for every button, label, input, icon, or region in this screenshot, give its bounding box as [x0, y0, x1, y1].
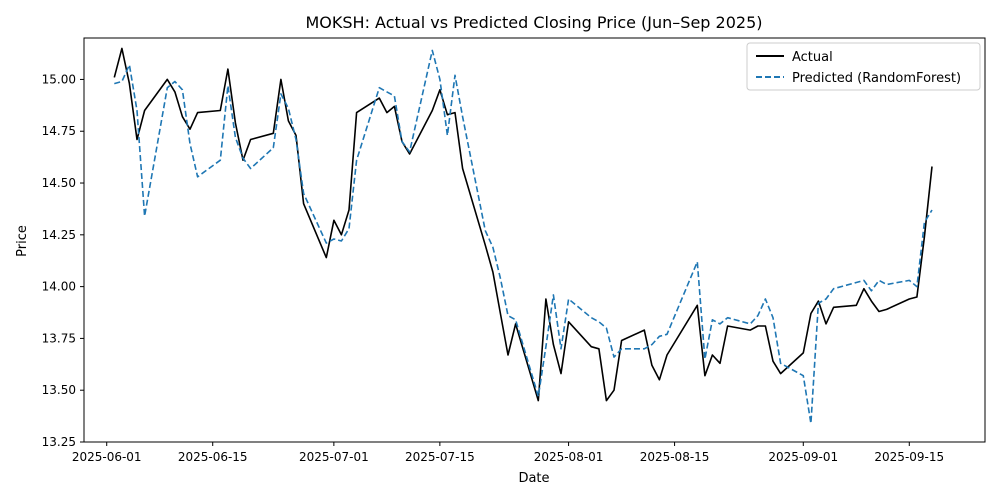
x-tick-label-4: 2025-08-01 — [534, 450, 604, 464]
x-tick-label-1: 2025-06-15 — [178, 450, 248, 464]
series-line-actual — [113, 47, 933, 402]
x-tick-label-7: 2025-09-15 — [874, 450, 944, 464]
legend-box — [746, 42, 981, 91]
y-axis-label: Price — [15, 225, 30, 257]
x-tick-label-0: 2025-06-01 — [72, 450, 142, 464]
axis-ticks: 2025-06-01 2025-06-15 2025-07-01 2025-07-15… — [42, 72, 945, 464]
y-tick-label-3: 14.00 — [42, 280, 76, 294]
x-tick-label-6: 2025-09-01 — [768, 450, 838, 464]
legend-label-actual: Actual — [792, 50, 833, 65]
legend: Actual Predicted (RandomForest) — [746, 42, 981, 91]
y-tick-label-7: 15.00 — [42, 72, 76, 86]
y-tick-label-5: 14.50 — [42, 176, 76, 190]
x-axis-label: Date — [518, 471, 549, 486]
y-tick-label-6: 14.75 — [42, 124, 76, 138]
plot-area-frame — [83, 37, 986, 443]
y-tick-label-0: 13.25 — [42, 435, 76, 449]
legend-label-predicted: Predicted (RandomForest) — [792, 71, 961, 86]
series-lines — [113, 47, 933, 425]
series-line-predicted — [114, 49, 933, 425]
chart-title: MOKSH: Actual vs Predicted Closing Price… — [306, 13, 763, 32]
x-tick-label-5: 2025-08-15 — [640, 450, 710, 464]
y-tick-label-2: 13.75 — [42, 331, 76, 345]
x-tick-label-3: 2025-07-15 — [405, 450, 475, 464]
y-tick-label-1: 13.50 — [42, 383, 76, 397]
x-tick-label-2: 2025-07-01 — [299, 450, 369, 464]
y-tick-label-4: 14.25 — [42, 228, 76, 242]
